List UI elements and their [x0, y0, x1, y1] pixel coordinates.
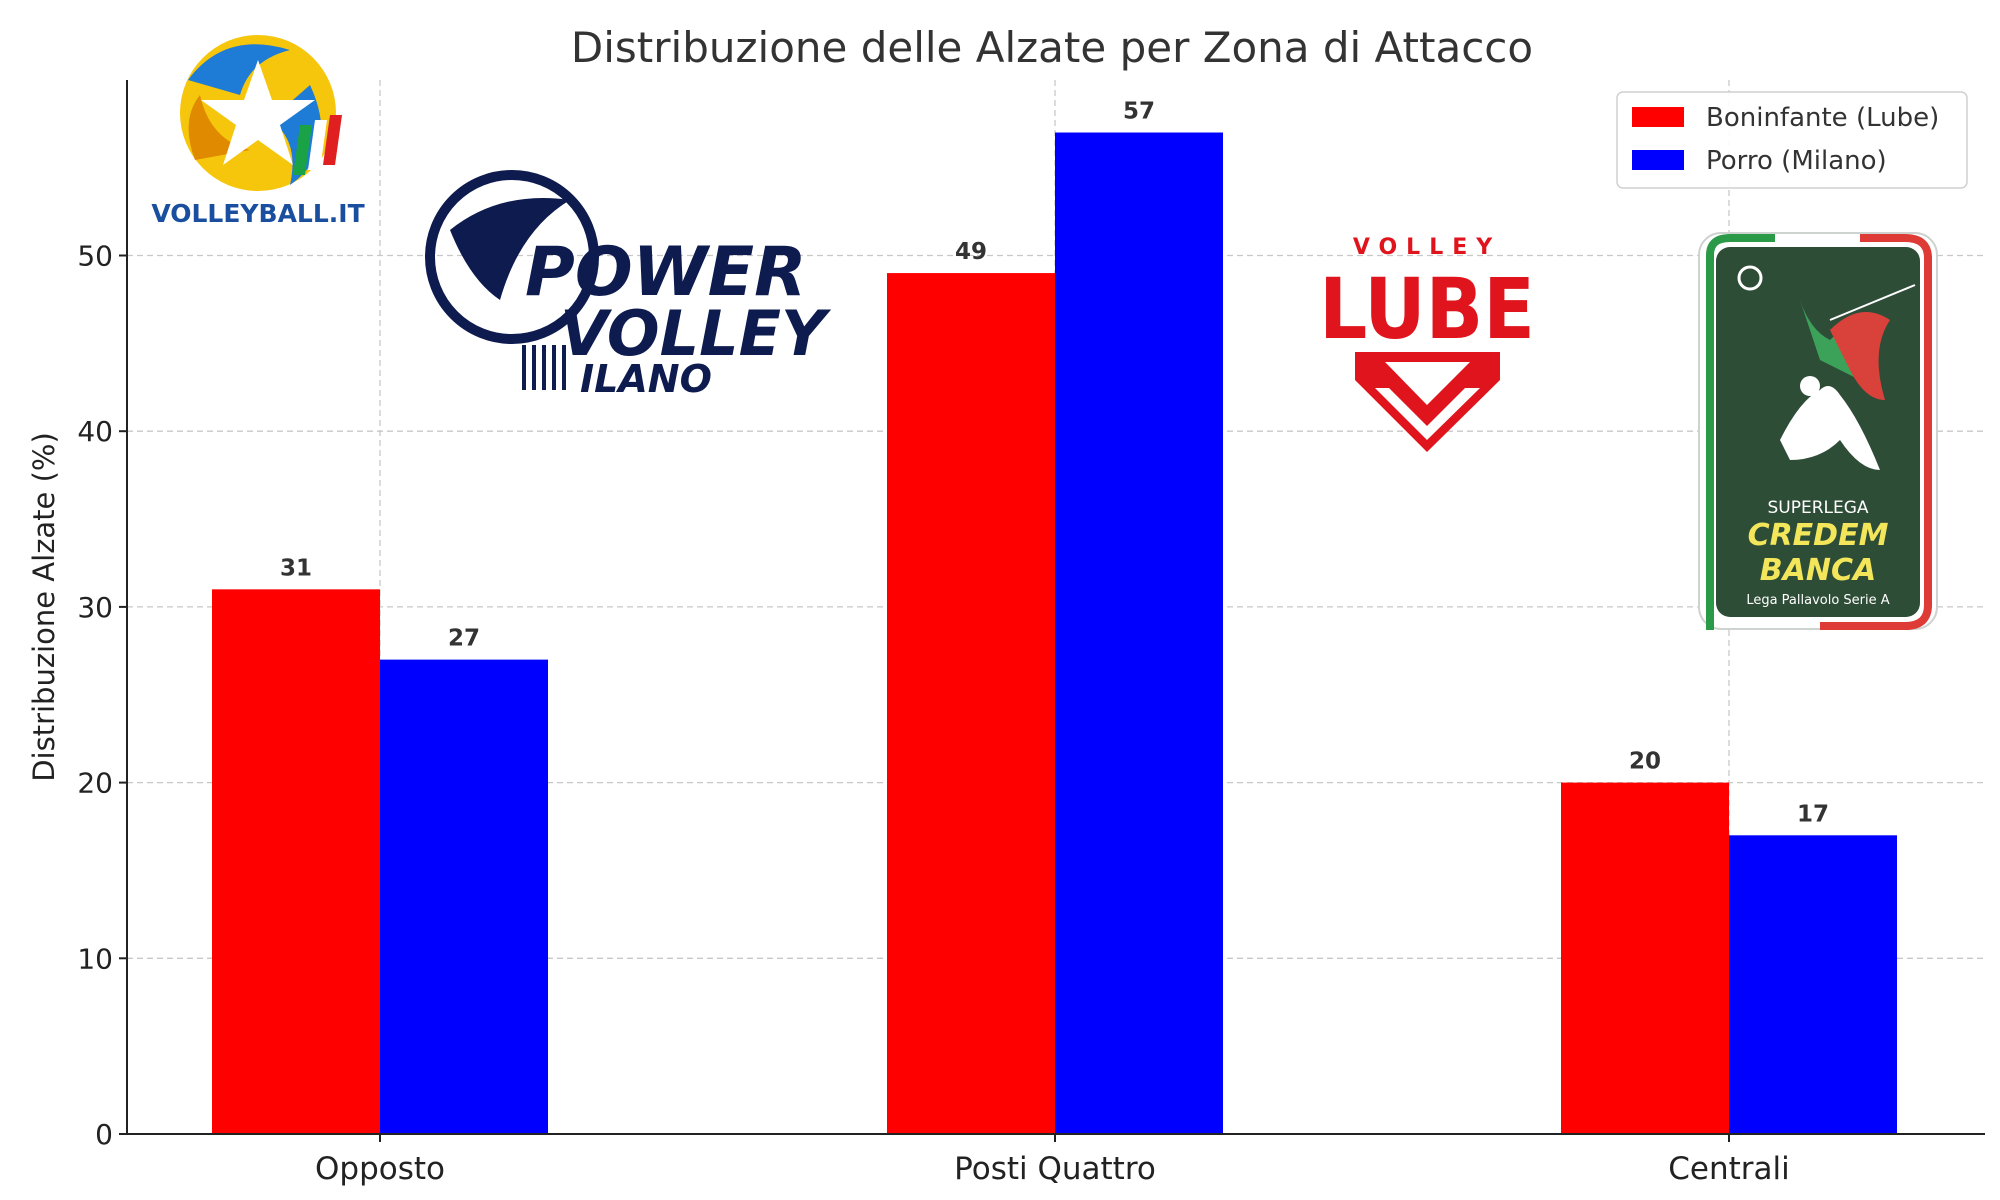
legend-label-porro: Porro (Milano): [1706, 146, 1887, 176]
superlega-logo-line1: SUPERLEGA: [1767, 498, 1868, 518]
volleyball-it-star-logo: VOLLEYBALL.IT: [151, 35, 365, 228]
value-label-porro-0: 27: [448, 626, 480, 652]
power-volley-logo-line1: POWER: [525, 233, 806, 312]
y-axis-ticks: 0 10 20 30 40 50: [77, 240, 127, 1151]
power-volley-logo-line2: VOLLEY: [560, 297, 832, 370]
bar-porro-posti-quattro: [1055, 132, 1223, 1134]
superlega-logo-line4: Lega Pallavolo Serie A: [1746, 593, 1889, 608]
y-tick-label-30: 30: [77, 591, 113, 624]
legend-label-boninfante: Boninfante (Lube): [1706, 103, 1939, 133]
value-labels: 31 49 20 27 57 17: [280, 99, 1829, 828]
superlega-logo-line2: CREDEM: [1748, 518, 1889, 553]
volleyball-it-logo-text: VOLLEYBALL.IT: [151, 199, 364, 228]
legend-frame: [1616, 91, 1968, 189]
value-label-boninfante-2: 20: [1629, 749, 1661, 775]
volley-lube-logo: VOLLEY LUBE: [1319, 235, 1535, 452]
value-label-boninfante-1: 49: [955, 239, 987, 265]
value-label-porro-1: 57: [1123, 99, 1155, 125]
lube-logo-line1: VOLLEY: [1353, 235, 1501, 260]
bar-porro-opposto: [380, 659, 548, 1134]
power-volley-milano-logo: POWER VOLLEY ILANO: [425, 170, 832, 401]
chart-title: Distribuzione delle Alzate per Zona di A…: [571, 23, 1533, 72]
bar-boninfante-centrali: [1561, 782, 1729, 1134]
y-tick-label-50: 50: [77, 240, 113, 273]
y-tick-label-40: 40: [77, 415, 113, 448]
superlega-logo-line3: BANCA: [1760, 553, 1876, 588]
bar-boninfante-opposto: [212, 589, 380, 1134]
value-label-boninfante-0: 31: [280, 555, 312, 581]
bar-porro-centrali: [1729, 835, 1897, 1134]
legend-swatch-boninfante: [1632, 107, 1684, 127]
legend-swatch-porro: [1632, 150, 1684, 170]
legend: Boninfante (Lube) Porro (Milano): [1616, 91, 1968, 189]
x-tick-label-opposto: Opposto: [315, 1151, 445, 1187]
power-volley-logo-line3: ILANO: [580, 357, 712, 401]
bars: [212, 132, 1897, 1134]
value-label-porro-2: 17: [1797, 801, 1829, 827]
y-tick-label-10: 10: [77, 942, 113, 975]
lube-logo-line2: LUBE: [1319, 260, 1535, 358]
y-axis-label: Distribuzione Alzate (%): [27, 432, 61, 782]
x-tick-label-posti-quattro: Posti Quattro: [954, 1151, 1156, 1187]
y-tick-label-20: 20: [77, 767, 113, 800]
bar-boninfante-posti-quattro: [887, 273, 1055, 1134]
x-axis-ticks: Opposto Posti Quattro Centrali: [315, 1134, 1790, 1187]
superlega-credem-banca-logo: SUPERLEGA CREDEM BANCA Lega Pallavolo Se…: [1698, 232, 1938, 630]
x-tick-label-centrali: Centrali: [1668, 1151, 1790, 1187]
y-tick-label-0: 0: [95, 1118, 113, 1151]
